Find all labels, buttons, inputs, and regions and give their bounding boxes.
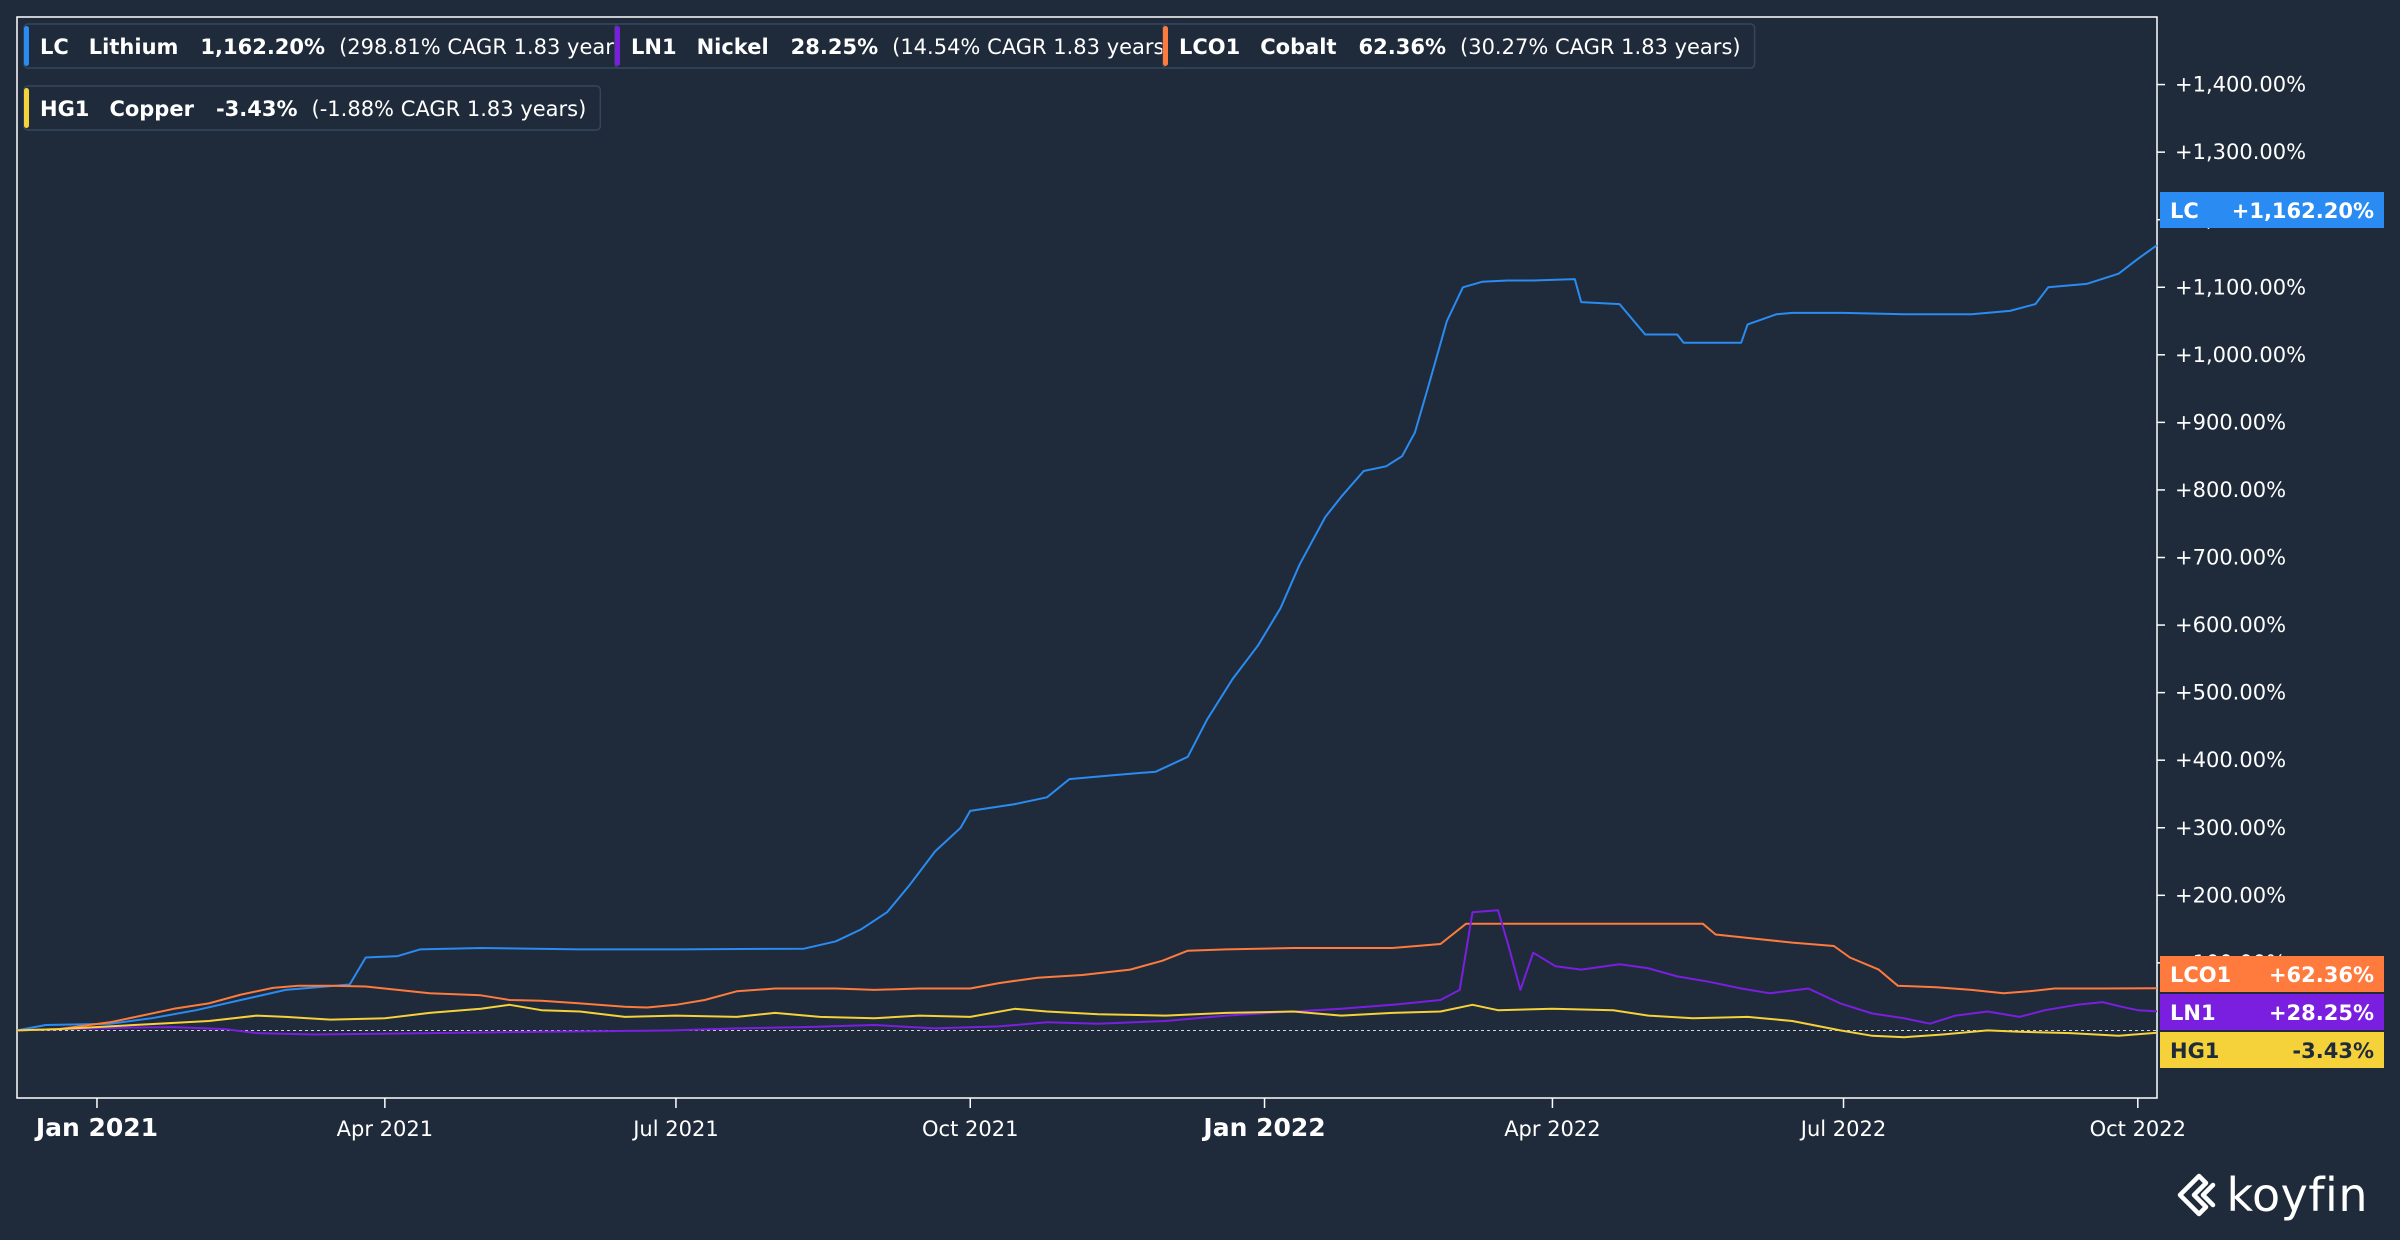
legend-ticker: LCO1	[1179, 35, 1240, 59]
series-line-lco1	[16, 922, 2158, 1032]
legend-name: Nickel	[697, 35, 769, 59]
y-tick-label: +700.00%	[2175, 546, 2286, 570]
end-label-value: +62.36%	[2269, 963, 2374, 987]
legend-return: 1,162.20%	[200, 35, 325, 59]
end-labels: LC +1,162.20% LCO1 +62.36% LN1 +28.25% HG1 -3.4…	[2160, 192, 2384, 1068]
y-tick-label: +400.00%	[2175, 748, 2286, 772]
plot-area	[16, 16, 2158, 1099]
y-tick-label: +800.00%	[2175, 478, 2286, 502]
end-label-bg	[2160, 994, 2384, 1030]
x-tick-label: Jul 2021	[631, 1117, 718, 1141]
legend-name: Cobalt	[1260, 35, 1336, 59]
series-line-ln1	[16, 909, 2158, 1036]
end-label-value: +1,162.20%	[2232, 199, 2374, 223]
y-tick-label: +1,000.00%	[2175, 343, 2306, 367]
x-tick-label: Jan 2022	[1201, 1113, 1325, 1142]
series-layer	[16, 244, 2158, 1039]
x-tick-label: Apr 2022	[1504, 1117, 1600, 1141]
series-line-hg1	[16, 1003, 2158, 1039]
x-tick-label: Apr 2021	[337, 1117, 433, 1141]
y-tick-label: +600.00%	[2175, 613, 2286, 637]
end-label-lc: LC +1,162.20%	[2160, 192, 2384, 228]
koyfin-logo-icon	[2177, 1173, 2215, 1217]
legend-ticker: LC	[40, 35, 69, 59]
legend-color-swatch	[615, 26, 620, 66]
legend-cagr: (30.27% CAGR 1.83 years)	[1460, 35, 1741, 59]
end-label-value: -3.43%	[2292, 1039, 2374, 1063]
legend-color-swatch	[1163, 26, 1168, 66]
legend-cagr: (298.81% CAGR 1.83 years)	[339, 35, 633, 59]
end-label-value: +28.25%	[2269, 1001, 2374, 1025]
legend-return: 28.25%	[791, 35, 878, 59]
legend-color-swatch	[24, 26, 29, 66]
legend-return: -3.43%	[216, 97, 298, 121]
legend: LC Lithium 1,162.20% (298.81% CAGR 1.83 yea…	[23, 23, 1756, 131]
x-tick-label: Oct 2022	[2090, 1117, 2186, 1141]
legend-ticker: LN1	[631, 35, 677, 59]
y-tick-label: +1,100.00%	[2175, 275, 2306, 299]
legend-item-copper[interactable]: HG1 Copper -3.43% (-1.88% CAGR 1.83 years)	[23, 85, 602, 131]
x-tick-label: Jul 2022	[1799, 1117, 1886, 1141]
y-tick-label: +300.00%	[2175, 816, 2286, 840]
y-tick-label: +900.00%	[2175, 410, 2286, 434]
legend-name: Copper	[109, 97, 194, 121]
legend-cagr: (-1.88% CAGR 1.83 years)	[312, 97, 587, 121]
end-label-ticker: LC	[2170, 199, 2199, 223]
legend-name: Lithium	[89, 35, 179, 59]
end-label-ticker: LN1	[2170, 1001, 2216, 1025]
legend-ticker: HG1	[40, 97, 89, 121]
legend-return: 62.36%	[1359, 35, 1446, 59]
brand-name: koyfin	[2226, 1168, 2368, 1222]
end-label-bg	[2160, 956, 2384, 992]
y-tick-label: +500.00%	[2175, 681, 2286, 705]
end-label-bg	[2160, 192, 2384, 228]
y-tick-label: +1,400.00%	[2175, 73, 2306, 97]
y-tick-label: +1,300.00%	[2175, 140, 2306, 164]
brand-logo: koyfin	[2177, 1168, 2369, 1222]
legend-item-cobalt[interactable]: LCO1 Cobalt 62.36% (30.27% CAGR 1.83 years)	[1162, 23, 1756, 69]
legend-item-lithium[interactable]: LC Lithium 1,162.20% (298.81% CAGR 1.83 yea…	[23, 23, 648, 69]
end-label-bg	[2160, 1032, 2384, 1068]
y-tick-label: +200.00%	[2175, 883, 2286, 907]
legend-color-swatch	[24, 88, 29, 128]
end-label-ticker: LCO1	[2170, 963, 2231, 987]
x-tick-label: Jan 2021	[34, 1113, 158, 1142]
x-tick-label: Oct 2021	[922, 1117, 1018, 1141]
end-label-lco1: LCO1 +62.36%	[2160, 956, 2384, 992]
end-label-hg1: HG1 -3.43%	[2160, 1032, 2384, 1068]
legend-item-nickel[interactable]: LN1 Nickel 28.25% (14.54% CAGR 1.83 years)	[614, 23, 1188, 69]
legend-cagr: (14.54% CAGR 1.83 years)	[892, 35, 1173, 59]
end-label-ticker: HG1	[2170, 1039, 2219, 1063]
series-line-lc	[16, 244, 2158, 1032]
end-label-ln1: LN1 +28.25%	[2160, 994, 2384, 1030]
